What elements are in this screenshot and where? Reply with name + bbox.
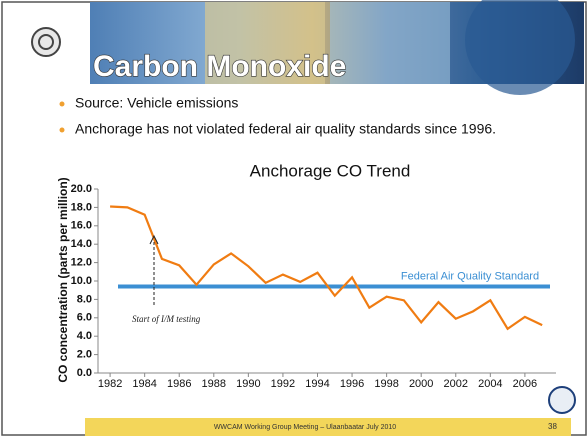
x-tick-label: 2006 [513,378,537,390]
bullet: Source: Vehicle emissions [75,95,238,111]
y-tick-label: 20.0 [71,183,92,195]
footer-text: WWCAM Working Group Meeting – Ulaanbaata… [214,424,396,431]
banner-ice [330,2,450,84]
y-tick-label: 16.0 [71,220,92,232]
x-tick-label: 1992 [271,378,295,390]
x-tick-label: 1990 [236,378,260,390]
page-number: 38 [548,422,557,431]
annotation-arrowhead [149,234,159,245]
x-tick-label: 1988 [202,378,226,390]
annotation: Start of I/M testing [132,314,201,324]
y-tick-label: 10.0 [71,275,92,287]
reference-label: Federal Air Quality Standard [401,270,539,282]
slide-title: Carbon Monoxide [93,50,346,83]
y-tick-label: 2.0 [77,349,92,361]
footer-bar [85,418,571,436]
x-tick-label: 1996 [340,378,364,390]
y-tick-label: 0.0 [77,367,92,379]
banner-globe [465,0,575,95]
x-tick-label: 1984 [132,378,156,390]
y-axis-label: CO concentration (parts per million) [56,177,70,382]
y-tick-label: 6.0 [77,312,92,324]
y-tick-label: 12.0 [71,257,92,269]
y-tick-label: 4.0 [77,330,92,342]
bullet-dot [59,127,65,133]
x-tick-label: 1982 [98,378,122,390]
logo-inner [38,34,54,50]
x-tick-label: 1994 [305,378,329,390]
bullet-dot [59,101,65,107]
x-tick-label: 2002 [444,378,468,390]
data-line [110,205,543,331]
logo [31,27,61,57]
y-tick-label: 14.0 [71,238,92,250]
chart-title: Anchorage CO Trend [250,161,411,180]
agency-seal [548,386,576,414]
y-tick-label: 8.0 [77,293,92,305]
banner-map [205,2,325,84]
x-tick-label: 1998 [374,378,398,390]
bullet: Anchorage has not violated federal air q… [75,121,496,137]
x-tick-label: 2000 [409,378,433,390]
y-tick-label: 18.0 [71,201,92,213]
x-tick-label: 1986 [167,378,191,390]
x-tick-label: 2004 [478,378,502,390]
